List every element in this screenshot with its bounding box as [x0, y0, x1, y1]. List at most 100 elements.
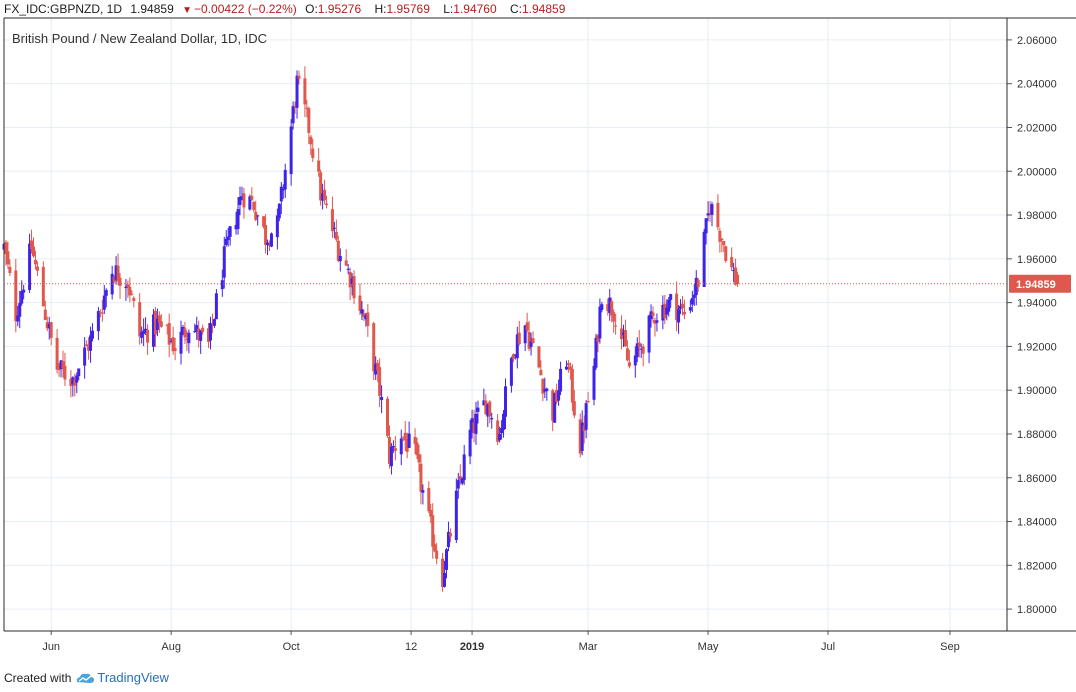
- chart-axes: 2.06000 2.04000 2.02000 2.00000 1.98000 1.960…: [3, 17, 1076, 653]
- candle-body: [199, 330, 203, 341]
- y-tick-label: 1.96000: [1017, 254, 1057, 266]
- candle-body: [28, 243, 32, 290]
- candle-body: [87, 345, 91, 351]
- candle-body: [482, 400, 486, 406]
- candle-body: [633, 355, 637, 366]
- candle-body: [598, 306, 602, 339]
- candle-body: [472, 422, 476, 434]
- y-tick-label: 1.92000: [1017, 341, 1057, 353]
- candle-body: [220, 280, 224, 290]
- candle-body: [724, 246, 728, 261]
- candle-body: [736, 274, 740, 284]
- candle-body: [236, 209, 240, 229]
- candle-body: [692, 294, 696, 298]
- candle-body: [441, 558, 445, 588]
- high-value: 1.95769: [386, 2, 430, 16]
- x-tick-label: 12: [405, 641, 417, 653]
- candle-body: [641, 346, 645, 354]
- candle-body: [16, 315, 20, 322]
- y-tick-label: 1.94000: [1017, 298, 1057, 310]
- candle-body: [403, 432, 407, 441]
- candle-body: [330, 209, 334, 232]
- last-price-badge: [1009, 274, 1071, 293]
- candle-body: [637, 342, 641, 347]
- candle-body: [665, 307, 669, 315]
- candle-body: [531, 338, 535, 344]
- candle-body: [138, 302, 142, 337]
- candle-body: [372, 323, 376, 372]
- candle-body: [238, 197, 242, 205]
- candle-body: [187, 332, 191, 344]
- candle-body: [517, 332, 521, 345]
- candle-body: [338, 255, 342, 262]
- candle-body: [594, 337, 598, 368]
- y-tick-label: 1.90000: [1017, 385, 1057, 397]
- candle-body: [708, 212, 712, 215]
- x-tick-label: Aug: [161, 641, 181, 653]
- candle-body: [102, 295, 106, 310]
- candle-body: [474, 413, 478, 434]
- candle-body: [572, 401, 576, 416]
- candle-body: [706, 213, 710, 216]
- candle-body: [539, 369, 543, 376]
- candle-body: [201, 327, 205, 333]
- candle-body: [376, 362, 380, 371]
- candle-body: [720, 238, 724, 241]
- candle-body: [387, 437, 391, 464]
- candle-body: [132, 297, 136, 302]
- y-tick-label: 2.00000: [1017, 166, 1057, 178]
- candle-body: [681, 303, 684, 309]
- candle-body: [374, 363, 378, 375]
- candle-body: [606, 303, 610, 312]
- candle-body: [22, 289, 26, 293]
- candle-body: [350, 278, 354, 284]
- tradingview-logo[interactable]: TradingView: [75, 670, 169, 685]
- candle-body: [557, 390, 561, 401]
- candle-body: [610, 301, 614, 316]
- candle-body: [401, 436, 405, 438]
- close-label: C:1.94859: [510, 2, 566, 16]
- candle-body: [207, 328, 211, 342]
- open-value: 1.95276: [317, 2, 362, 16]
- candle-body: [104, 290, 108, 296]
- candle-body: [570, 369, 574, 403]
- candle-body: [407, 433, 411, 448]
- candle-body: [515, 334, 519, 359]
- candle-body: [293, 105, 297, 108]
- candles: [2, 66, 740, 592]
- candle-body: [541, 379, 545, 394]
- candle-body: [399, 438, 403, 455]
- candle-body: [435, 550, 439, 559]
- candle-body: [417, 453, 421, 463]
- candle-body: [112, 277, 116, 282]
- candle-body: [462, 454, 466, 481]
- candle-body: [57, 365, 61, 370]
- candle-body: [45, 321, 49, 329]
- candle-body: [14, 270, 18, 322]
- candle-body: [85, 344, 89, 347]
- y-tick-label: 1.86000: [1017, 473, 1057, 485]
- candle-body: [586, 400, 590, 403]
- candle-body: [157, 315, 161, 323]
- candle-body: [366, 312, 370, 326]
- candle-body: [486, 404, 490, 417]
- candle-body: [212, 319, 216, 326]
- candle-body: [448, 532, 452, 537]
- candle-body: [496, 420, 500, 442]
- candle-body: [702, 231, 706, 287]
- candle-body: [59, 360, 63, 370]
- x-tick-label: Sep: [940, 641, 960, 653]
- candle-body: [303, 78, 307, 105]
- candle-body: [500, 427, 504, 434]
- candle-body: [427, 488, 431, 512]
- candle-body: [305, 107, 309, 109]
- candle-body: [525, 322, 529, 331]
- candle-body: [543, 388, 547, 392]
- candle-body: [43, 309, 47, 321]
- candle-body: [142, 330, 146, 334]
- candle-body: [358, 295, 362, 311]
- candle-body: [344, 260, 348, 266]
- candle-body: [75, 375, 79, 383]
- x-tick-label: Mar: [579, 641, 598, 653]
